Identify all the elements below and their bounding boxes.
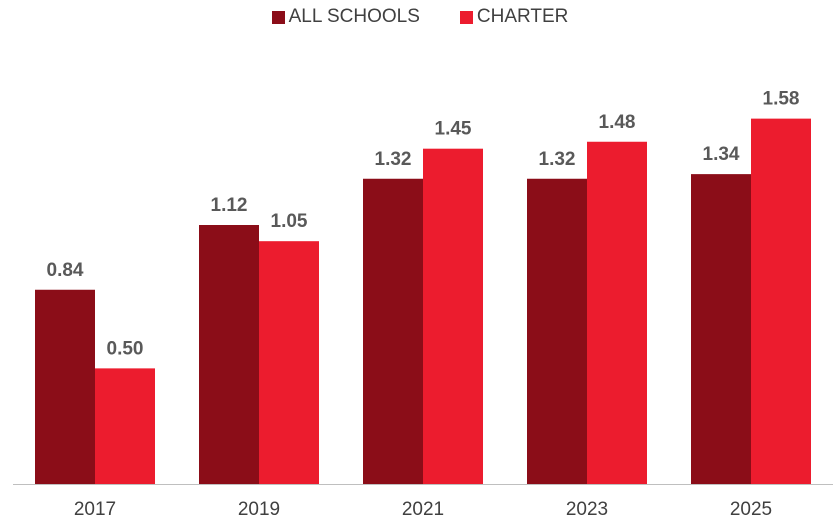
data-label-charter-2017: 0.50 xyxy=(107,338,144,359)
bar-charter-2025 xyxy=(751,118,811,484)
bar-all-schools-2023 xyxy=(527,178,587,484)
x-tick-label-2019: 2019 xyxy=(238,499,280,520)
legend-swatch-all-schools xyxy=(271,10,285,24)
legend-swatch-charter xyxy=(459,10,473,24)
data-label-charter-2021: 1.45 xyxy=(435,119,472,140)
data-label-all-schools-2019: 1.12 xyxy=(211,195,248,216)
bar-charter-2017 xyxy=(95,368,155,484)
data-label-charter-2023: 1.48 xyxy=(599,112,636,133)
data-label-all-schools-2023: 1.32 xyxy=(539,149,576,170)
bar-all-schools-2019 xyxy=(199,225,259,484)
chart-legend: ALL SCHOOLS CHARTER xyxy=(0,6,840,28)
legend-item-charter: CHARTER xyxy=(459,6,569,28)
legend-label-all-schools: ALL SCHOOLS xyxy=(288,6,420,27)
bar-all-schools-2017 xyxy=(35,289,95,484)
data-label-charter-2019: 1.05 xyxy=(271,211,308,232)
x-tick-label-2021: 2021 xyxy=(402,499,444,520)
x-tick-label-2023: 2023 xyxy=(566,499,608,520)
bar-all-schools-2025 xyxy=(691,174,751,484)
legend-item-all-schools: ALL SCHOOLS xyxy=(271,6,420,28)
bar-all-schools-2021 xyxy=(363,178,423,484)
data-label-all-schools-2021: 1.32 xyxy=(375,149,412,170)
bar-charter-2023 xyxy=(587,141,647,484)
x-tick-label-2017: 2017 xyxy=(74,499,116,520)
data-label-all-schools-2017: 0.84 xyxy=(47,260,84,281)
x-tick-label-2025: 2025 xyxy=(730,499,772,520)
bar-charter-2021 xyxy=(423,148,483,484)
legend-label-charter: CHARTER xyxy=(476,6,569,27)
bar-charter-2019 xyxy=(259,241,319,484)
data-label-all-schools-2025: 1.34 xyxy=(703,144,740,165)
data-label-charter-2025: 1.58 xyxy=(763,89,800,110)
